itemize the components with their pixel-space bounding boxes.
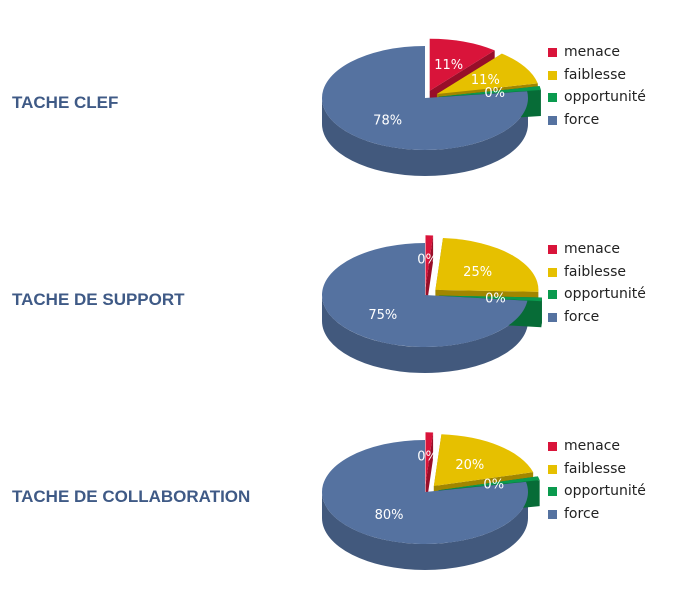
pie-slice-face xyxy=(425,235,434,314)
pie-slice xyxy=(322,243,528,347)
legend-swatch xyxy=(548,116,557,125)
legend-label: menace xyxy=(564,241,621,257)
legend-label: faiblesse xyxy=(564,67,626,83)
legend-swatch xyxy=(548,465,557,474)
slice-label: 20% xyxy=(455,458,484,473)
pie-slice xyxy=(435,238,539,292)
pie-slice-side xyxy=(322,295,528,373)
legend-label: force xyxy=(564,112,600,128)
pie-chart: 11%11%0%78% xyxy=(322,38,541,176)
slice-label: 0% xyxy=(417,253,438,268)
legend-label: opportunité xyxy=(564,89,646,105)
pie-slice xyxy=(438,86,541,97)
legend-swatch xyxy=(548,510,557,519)
pie-slice xyxy=(436,53,538,94)
pie-slice xyxy=(433,434,534,487)
slice-label: 11% xyxy=(471,73,500,88)
legend-swatch xyxy=(548,245,557,254)
legend-label: menace xyxy=(564,438,621,454)
legend-swatch xyxy=(548,313,557,322)
slice-label: 75% xyxy=(368,308,397,323)
pie-slice xyxy=(322,46,528,150)
pie-chart: 0% 25% 0% 75% xyxy=(322,235,542,373)
legend-label: faiblesse xyxy=(564,461,626,477)
legend-label: force xyxy=(564,309,600,325)
slice-label: 25% xyxy=(463,265,492,280)
slice-label: 11% xyxy=(434,58,463,73)
slice-label: 78% xyxy=(373,113,402,128)
chart-row: TACHE CLEF 11% 11% 0% 78% menace faiblesse oppo… xyxy=(0,0,692,197)
chart-row: TACHE DE SUPPORT 0% 25% 0% 75% menace faibless… xyxy=(0,197,692,394)
legend-swatch xyxy=(548,71,557,80)
legend-label: menace xyxy=(564,44,621,60)
pie-slice xyxy=(322,440,528,544)
chart-title: TACHE DE COLLABORATION xyxy=(12,487,251,506)
pie-slice-side xyxy=(322,98,528,176)
legend-label: faiblesse xyxy=(564,264,626,280)
pie-slice-face xyxy=(425,432,434,511)
slice-label: 80% xyxy=(375,508,404,523)
legend-swatch xyxy=(548,442,557,451)
pie-slice xyxy=(438,476,540,491)
chart-title: TACHE CLEF xyxy=(12,93,119,112)
pie-slice-side xyxy=(322,492,528,570)
chart-title: TACHE DE SUPPORT xyxy=(12,290,185,309)
pie-chart: 0% 20% 0% 80% xyxy=(322,432,540,570)
legend-swatch xyxy=(548,268,557,277)
legend-label: opportunité xyxy=(564,286,646,302)
slice-label: 0% xyxy=(485,292,506,307)
pie-slice xyxy=(425,235,434,288)
legend-label: force xyxy=(564,506,600,522)
pie-slice xyxy=(438,295,542,302)
slice-label: 0% xyxy=(417,450,438,465)
chart-row: TACHE DE COLLABORATION 0% 20% 0% 80% menace fa… xyxy=(0,394,692,591)
legend-swatch xyxy=(548,48,557,57)
pie-slice xyxy=(425,432,434,485)
legend-swatch xyxy=(548,290,557,299)
slice-label: 0% xyxy=(483,478,504,493)
legend-label: opportunité xyxy=(564,483,646,499)
legend-swatch xyxy=(548,93,557,102)
legend-swatch xyxy=(548,487,557,496)
pie-slice xyxy=(429,38,495,91)
slice-label: 0% xyxy=(484,86,505,101)
